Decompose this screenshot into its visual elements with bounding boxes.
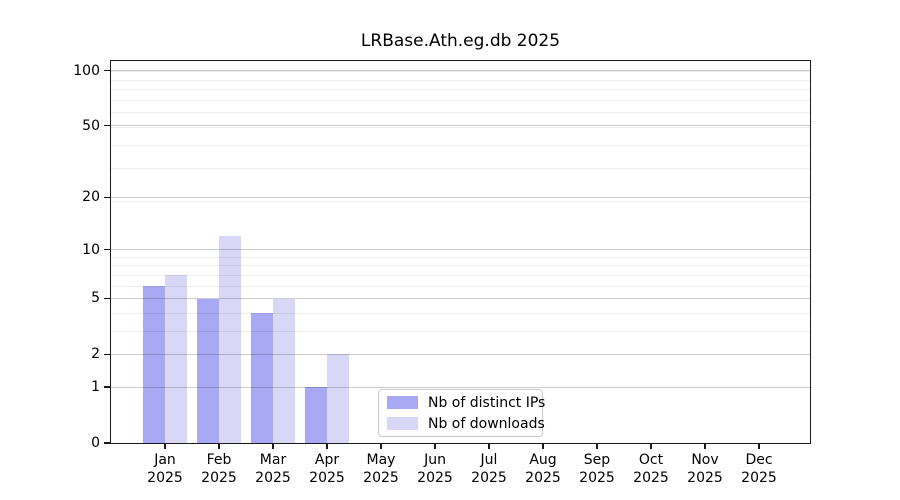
gridline-minor: [111, 265, 810, 267]
y-tick-mark: [104, 297, 110, 300]
gridline-minor: [111, 144, 810, 146]
legend-item-distinct-ips: Nb of distinct IPs: [387, 395, 545, 411]
gridline-major: [111, 196, 810, 198]
gridline-major: [111, 70, 810, 72]
gridline-minor: [111, 126, 810, 128]
legend-label-downloads: Nb of downloads: [428, 415, 545, 432]
x-tick-mark: [542, 443, 544, 449]
grid-layer: [111, 61, 810, 443]
bar-distinct-ips: [197, 298, 219, 443]
legend-item-downloads: Nb of downloads: [387, 416, 545, 432]
y-tick-mark: [104, 386, 110, 388]
gridline-minor: [111, 285, 810, 287]
x-tick-mark: [326, 443, 328, 449]
y-tick-label: 5: [91, 290, 100, 307]
y-tick-label: 10: [82, 241, 100, 258]
x-tick-mark: [434, 443, 436, 449]
gridline-minor: [111, 200, 810, 202]
plot-area: 0 1 2 5 10 20 50 100 Jan 2025 Feb 2025 Mar 2025 Apr…: [73, 60, 811, 486]
legend-swatch-distinct-ips: [387, 396, 418, 409]
gridline-minor: [111, 168, 810, 170]
bar-distinct-ips: [305, 387, 327, 443]
x-tick-label: Aug 2025: [525, 452, 561, 486]
gridline-major: [111, 386, 810, 388]
bar-downloads: [273, 298, 295, 443]
y-tick-mark: [104, 353, 110, 355]
y-tick-mark: [104, 248, 110, 251]
chart-title: LRBase.Ath.eg.db 2025: [360, 31, 561, 51]
bars-layer: [111, 61, 810, 443]
x-tick-label: May 2025: [363, 452, 399, 486]
gridline-minor: [111, 256, 810, 258]
legend-swatch-downloads: [387, 417, 418, 430]
y-tick-label: 100: [73, 62, 100, 79]
bar-downloads: [165, 275, 187, 443]
y-tick-mark: [104, 125, 110, 127]
x-tick-mark: [650, 443, 652, 449]
x-tick-label: Mar 2025: [255, 452, 291, 486]
x-tick-label: Jan 2025: [147, 452, 183, 486]
x-tick-label: Nov 2025: [687, 452, 723, 486]
gridline-minor: [111, 99, 810, 101]
gridline-minor: [111, 312, 810, 314]
y-tick-mark: [104, 70, 110, 72]
gridline-major: [111, 249, 810, 251]
y-tick-label: 50: [82, 117, 100, 134]
gridline-major: [111, 297, 810, 299]
x-tick-label: Feb 2025: [201, 452, 237, 486]
bar-downloads: [219, 236, 241, 443]
x-tick-mark: [218, 443, 220, 449]
y-tick-label: 0: [91, 435, 100, 451]
y-tick-label: 2: [91, 346, 100, 363]
axis-layer: 0 1 2 5 10 20 50 100 Jan 2025 Feb 2025 Mar 2025 Apr…: [73, 61, 810, 486]
x-tick-mark: [380, 443, 382, 449]
x-tick-label: Sep 2025: [579, 452, 615, 486]
legend: Nb of distinct IPs Nb of downloads: [378, 389, 545, 437]
gridline-minor: [111, 330, 810, 332]
x-tick-mark: [758, 443, 760, 449]
gridline-minor: [111, 112, 810, 114]
gridline-minor: [111, 89, 810, 91]
x-tick-mark: [488, 443, 490, 449]
y-tick-label: 1: [91, 379, 100, 396]
x-tick-mark: [164, 443, 166, 449]
bar-distinct-ips: [251, 313, 273, 443]
x-tick-label: Apr 2025: [309, 452, 345, 486]
x-tick-mark: [272, 443, 274, 449]
x-tick-label: Oct 2025: [633, 452, 669, 486]
bar-distinct-ips: [143, 286, 165, 443]
y-tick-label: 20: [82, 189, 100, 206]
gridline-minor: [111, 71, 810, 73]
x-tick-mark: [704, 443, 706, 449]
x-tick-label: Jun 2025: [417, 452, 453, 486]
legend-label-distinct-ips: Nb of distinct IPs: [428, 394, 546, 411]
bar-downloads: [327, 354, 349, 443]
x-tick-label: Jul 2025: [471, 452, 507, 486]
gridline-minor: [111, 79, 810, 81]
x-tick-mark: [596, 443, 598, 449]
gridline-minor: [111, 274, 810, 276]
y-tick-mark: [104, 442, 110, 444]
y-tick-mark: [104, 196, 110, 199]
gridline-major: [111, 353, 810, 355]
x-tick-label: Dec 2025: [741, 452, 777, 486]
gridline-major: [111, 125, 810, 127]
